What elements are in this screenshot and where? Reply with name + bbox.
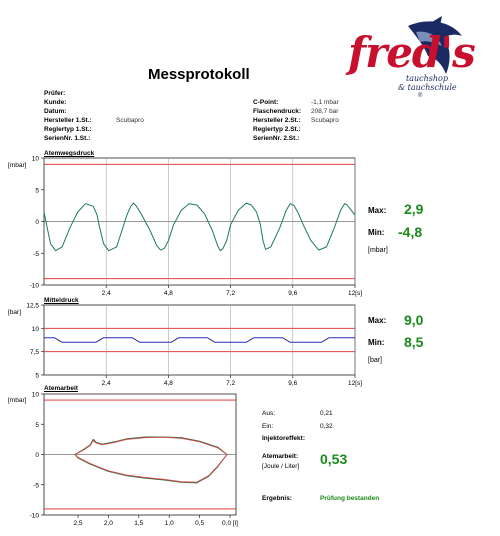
chart-atemwegsdruck: 10 5 0 -5 -10 2,4 4,8 7,2 9,6 12[s]	[30, 156, 363, 298]
info-label: Hersteller 1.St.:	[44, 117, 92, 124]
info-label: Flaschendruck:	[253, 108, 302, 115]
shark-logo-icon	[408, 16, 462, 74]
chart3-unit: [mbar]	[8, 397, 27, 404]
info-row-cpoint: C-Point: -1,1 mbar	[253, 98, 339, 107]
result-injektor-label: Injektoreffekt:	[262, 435, 305, 442]
chart2-min-value: 8,5	[404, 334, 424, 350]
y-tick-label: 0	[35, 219, 39, 226]
x-tick-label: 7,2	[226, 290, 235, 297]
x-tick-label: 1,5	[134, 520, 143, 527]
series-line-1	[74, 436, 228, 483]
y-tick-label: 10	[32, 326, 40, 333]
result-ergebnis-value: Prüfung bestanden	[320, 495, 380, 502]
y-tick-label: -10	[30, 283, 40, 290]
info-label: Reglertyp 2.St.:	[253, 126, 301, 133]
info-row-flaschendruck: Flaschendruck: 208,7 bar	[253, 107, 339, 116]
x-tick-label: 0,5	[195, 520, 204, 527]
chart2-min-label: Min:	[368, 338, 385, 347]
chart1-max-value: 2,9	[404, 201, 424, 217]
logo-line1: tauchshop	[406, 74, 448, 83]
info-label: SerienNr. 2.St.:	[253, 135, 300, 142]
y-tick-label: 0	[35, 452, 39, 459]
logo-line2: & tauchschule	[398, 83, 457, 92]
chart2-side-unit: [bar]	[368, 357, 383, 364]
info-row-reglertyp2: Reglertyp 2.St.:	[253, 125, 339, 134]
x-tick-label: 0,0 [l]	[222, 520, 238, 527]
y-tick-label: -10	[30, 513, 40, 520]
x-tick-label: 4,8	[164, 290, 173, 297]
chart1-max-label: Max:	[368, 206, 387, 215]
info-label: Kunde:	[44, 99, 67, 106]
chart1-min-label: Min:	[368, 228, 385, 237]
result-ein-value: 0,32	[320, 423, 333, 430]
y-tick-label: 12,5	[26, 303, 39, 310]
x-tick-label: 9,6	[288, 380, 297, 387]
chart2-max-value: 9,0	[404, 312, 424, 328]
info-row-seriennr1: SerienNr. 1.St.:	[44, 134, 144, 143]
info-label: Datum:	[44, 108, 67, 115]
chart-mitteldruck: 12,5 10 7,5 5 2,4 4,8 7,2 9,6 12[s]	[26, 303, 362, 388]
info-value: Scubapro	[116, 117, 144, 124]
y-tick-label: 5	[35, 422, 39, 429]
y-tick-label: -5	[33, 482, 39, 489]
info-row-datum: Datum:	[44, 107, 144, 116]
result-aus-label: Aus:	[262, 410, 276, 417]
info-label: Hersteller 2.St.:	[253, 117, 301, 124]
x-tick-label: 2,4	[102, 290, 111, 297]
result-atemarbeit-unit: [Joule / Liter]	[262, 463, 300, 470]
y-tick-label: 7,5	[30, 349, 39, 356]
info-left: Prüfer: Kunde: Datum: Hersteller 1.St.: S…	[44, 89, 144, 143]
plot-frame	[43, 304, 356, 376]
chart1-min-value: -4,8	[398, 224, 423, 240]
x-tick-label: 12[s]	[348, 290, 362, 297]
result-ein-label: Ein:	[262, 423, 274, 430]
info-label: Reglertyp 1.St.:	[44, 126, 92, 133]
info-label: SerienNr. 1.St.:	[44, 135, 91, 142]
x-tick-label: 2,0	[104, 520, 113, 527]
x-tick-label: 12[s]	[348, 380, 362, 387]
info-label: Prüfer:	[44, 90, 66, 97]
chart2-unit: [bar]	[8, 309, 22, 316]
y-tick-label: 5	[35, 187, 39, 194]
info-value: -1,1 mbar	[311, 99, 339, 106]
x-tick-label: 2,5	[73, 520, 82, 527]
result-atemarbeit-value: 0,53	[320, 451, 348, 467]
info-row-hersteller2: Hersteller 2.St.: Scubapro	[253, 116, 339, 125]
x-tick-label: 7,2	[226, 380, 235, 387]
page-title: Messprotokoll	[148, 66, 250, 83]
result-atemarbeit-label: Atemarbeit:	[262, 453, 299, 460]
info-row-kunde: Kunde:	[44, 98, 144, 107]
chart1-unit: [mbar]	[8, 162, 27, 169]
info-row-reglertyp1: Reglertyp 1.St.:	[44, 125, 144, 134]
result-ergebnis-label: Ergebnis:	[262, 495, 292, 502]
y-tick-label: 5	[35, 373, 39, 380]
series-line-0	[43, 202, 356, 252]
info-label: C-Point:	[253, 99, 279, 106]
info-row-hersteller1: Hersteller 1.St.: Scubapro	[44, 116, 144, 125]
info-right: C-Point: -1,1 mbar Flaschendruck: 208,7 ba…	[253, 98, 339, 143]
x-tick-label: 1,0	[165, 520, 174, 527]
chart2-title: Mitteldruck	[44, 297, 79, 304]
logo-wordmark: fred's	[348, 28, 476, 77]
y-tick-label: -5	[33, 251, 39, 258]
info-value: 208,7 bar	[311, 108, 339, 115]
chart1-title: Atemwegsdruck	[44, 150, 95, 157]
x-tick-label: 9,6	[288, 290, 297, 297]
y-tick-label: 10	[32, 156, 40, 163]
info-row-seriennr2: SerienNr. 2.St.:	[253, 134, 339, 143]
chart1-side-unit: [mbar]	[368, 247, 388, 254]
freds-logo: fred's tauchshop & tauchschule ®	[346, 16, 476, 108]
chart2-max-label: Max:	[368, 316, 387, 325]
info-value: Scubapro	[311, 117, 339, 124]
chart-atemarbeit: 10 5 0 -5 -10 2,5 2,0 1,5 1,0 0,5 0,0 [l]	[30, 392, 239, 528]
y-tick-label: 10	[32, 392, 40, 399]
x-tick-label: 2,4	[102, 380, 111, 387]
info-row-pruefer: Prüfer:	[44, 89, 144, 98]
registered-mark: ®	[418, 93, 423, 99]
chart3-title: Atemarbeit	[44, 385, 78, 392]
x-tick-label: 4,8	[164, 380, 173, 387]
series-line-0	[44, 337, 355, 343]
result-aus-value: 0,21	[320, 410, 333, 417]
